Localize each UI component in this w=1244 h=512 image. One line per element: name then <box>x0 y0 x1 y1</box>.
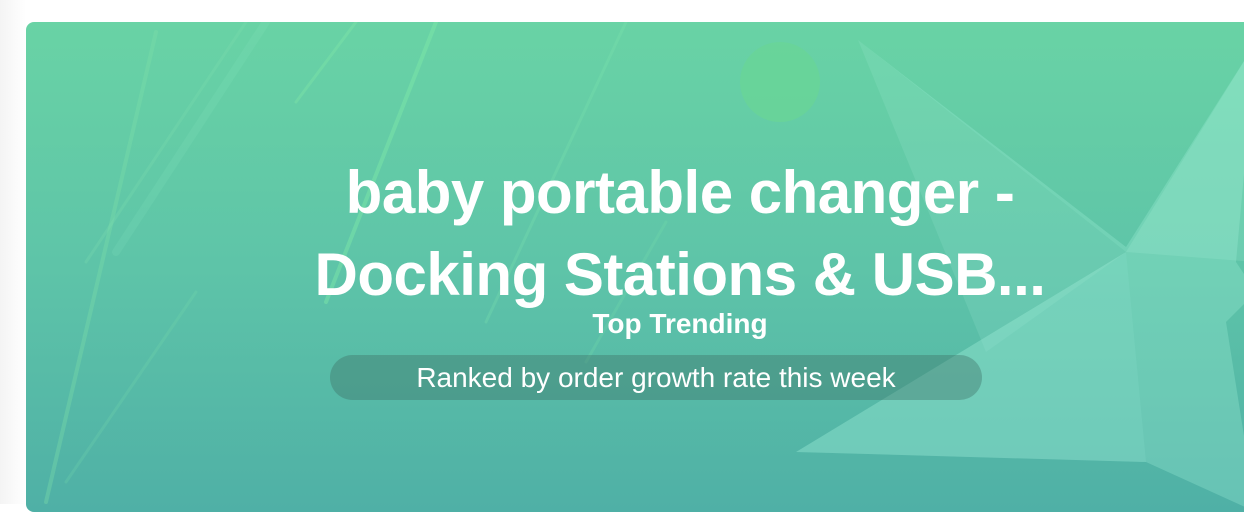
banner-decoration <box>44 22 1244 507</box>
banner-subtitle: Top Trending <box>592 308 768 339</box>
banner-title[interactable]: baby portable changer - Docking Stations… <box>314 159 1046 308</box>
page-edge <box>0 0 26 504</box>
ranking-description-badge: Ranked by order growth rate this week <box>330 355 982 400</box>
star-icon <box>796 40 1244 507</box>
decorative-circle <box>740 42 820 122</box>
diagonal-streaks <box>44 22 668 504</box>
trending-banner[interactable]: baby portable changer - Docking Stations… <box>26 22 1244 512</box>
